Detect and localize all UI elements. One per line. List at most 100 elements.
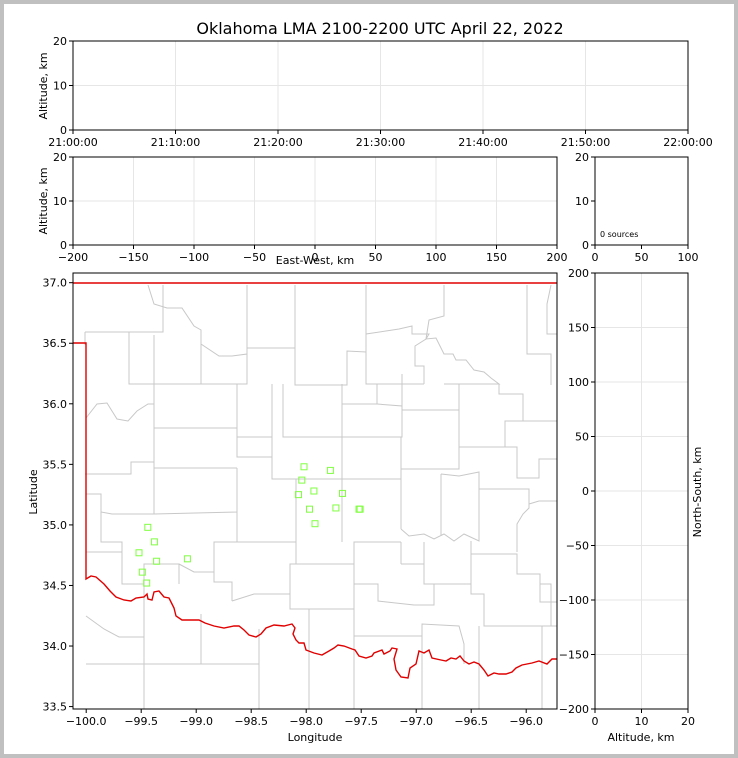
alt-ns-xlabel: Altitude, km	[607, 731, 674, 744]
county-line	[153, 384, 238, 429]
alt-ns-ytick-label: −200	[559, 703, 589, 716]
state-border	[73, 282, 557, 679]
alt-ns-ytick-label: 0	[582, 485, 589, 498]
source-point	[295, 491, 302, 499]
plan-view-xtick-label: −98.0	[289, 715, 323, 728]
ew-altitude-ytick-label: 0	[60, 239, 67, 252]
plan-view-frame	[72, 272, 558, 710]
ew-altitude-xtick-label: −50	[243, 251, 266, 264]
ew-altitude-xtick-label: −100	[179, 251, 209, 264]
county-line	[201, 354, 248, 385]
time-altitude-ytick-label: 0	[60, 124, 67, 137]
source-point	[135, 549, 143, 557]
source-point	[300, 463, 308, 471]
figure: Oklahoma LMA 2100-2200 UTC April 22, 202…	[27, 19, 713, 744]
histogram-annotation: 0 sources	[600, 230, 638, 239]
ew-altitude-xtick-label: −150	[118, 251, 148, 264]
source-point	[356, 505, 364, 513]
alt-ns-ylabel: North-South, km	[691, 447, 704, 538]
county-boundaries	[84, 284, 557, 709]
alt-ns-ytick-label: 150	[568, 322, 589, 335]
county-line	[247, 285, 367, 386]
time-altitude-xtick-label: 21:40:00	[458, 136, 507, 149]
county-line	[236, 437, 273, 458]
alt-ns-xtick-label: 20	[681, 715, 695, 728]
plan-view-xtick-label: −96.5	[454, 715, 488, 728]
county-line	[147, 284, 248, 357]
source-point	[183, 555, 191, 563]
county-line	[201, 663, 260, 709]
county-line	[342, 384, 378, 405]
histogram-xtick-label: 0	[592, 251, 599, 264]
plan-view-ytick-label: 34.0	[43, 640, 68, 653]
ew-altitude-xtick-label: 150	[486, 251, 507, 264]
plan-view-xtick-label: −96.0	[509, 715, 543, 728]
county-line	[178, 541, 237, 573]
county-line	[440, 471, 530, 552]
ew-altitude-xtick-label: 0	[312, 251, 319, 264]
county-line	[400, 437, 460, 470]
source-point	[311, 520, 319, 528]
plan-view-xtick-label: −97.5	[344, 715, 378, 728]
plan-view-map	[73, 282, 557, 709]
county-line	[85, 285, 164, 333]
time-altitude-xtick-label: 21:30:00	[356, 136, 405, 149]
county-line	[86, 512, 123, 553]
alt-ns-ytick-label: −50	[566, 540, 589, 553]
ew-altitude-panel: −200 −150 −100 −50 0 50 100 150 200 0 10 20 Altitud…	[37, 151, 568, 267]
alt-ns-ytick-label: −100	[559, 594, 589, 607]
histogram-panel: 0 50 100 0 10 20 0 sources	[575, 151, 699, 264]
histogram-ytick-label: 10	[575, 195, 589, 208]
ew-altitude-ytick-label: 10	[53, 195, 67, 208]
ew-altitude-xtick-label: 50	[369, 251, 383, 264]
county-line	[85, 402, 154, 422]
histogram-ytick-label: 0	[582, 239, 589, 252]
plan-view-ylabel: Latitude	[27, 469, 40, 515]
county-line	[528, 500, 557, 505]
alt-ns-ytick-label: −150	[559, 649, 589, 662]
plan-view-sources	[135, 463, 364, 587]
county-line	[353, 609, 465, 664]
alt-ns-xtick-label: 10	[635, 715, 649, 728]
time-altitude-panel: 21:00:00 21:10:00 21:20:00 21:30:00 21:40:00…	[37, 35, 713, 149]
county-line	[342, 403, 403, 438]
plan-view-ytick-label: 34.5	[43, 579, 68, 592]
source-point	[143, 579, 151, 587]
time-altitude-xtick-label: 21:20:00	[253, 136, 302, 149]
county-line	[546, 284, 557, 335]
histogram-xtick-label: 50	[635, 251, 649, 264]
county-line	[504, 421, 557, 479]
alt-ns-xtick-label: 0	[592, 715, 599, 728]
source-point	[150, 538, 158, 546]
county-line	[434, 583, 557, 627]
alt-ns-ytick-label: 200	[568, 267, 589, 280]
source-point	[298, 476, 306, 484]
county-line	[282, 384, 343, 438]
county-line	[86, 663, 145, 709]
source-point	[332, 504, 340, 512]
county-line	[289, 564, 355, 610]
county-line	[540, 583, 552, 626]
county-line	[86, 468, 155, 515]
county-line	[354, 563, 435, 606]
ew-altitude-ytick-label: 20	[53, 151, 67, 164]
time-altitude-ylabel: Altitude, km	[37, 52, 50, 119]
county-line	[365, 352, 424, 385]
county-line	[365, 325, 430, 384]
plan-view-ytick-label: 35.5	[43, 458, 68, 471]
histogram-ytick-label: 20	[575, 151, 589, 164]
time-altitude-ytick-label: 20	[53, 35, 67, 48]
plan-view-ytick-label: 36.0	[43, 398, 68, 411]
figure-frame: Oklahoma LMA 2100-2200 UTC April 22, 202…	[4, 4, 734, 754]
county-line	[425, 285, 501, 385]
ew-altitude-xtick-label: 200	[547, 251, 568, 264]
county-line	[85, 461, 237, 475]
histogram-xtick-label: 100	[678, 251, 699, 264]
county-line	[153, 468, 238, 515]
county-line	[231, 563, 354, 602]
plan-view-xtick-label: −100.0	[66, 715, 107, 728]
county-line	[121, 552, 180, 585]
county-line	[401, 384, 460, 411]
county-line	[400, 489, 480, 542]
county-line	[85, 615, 144, 638]
